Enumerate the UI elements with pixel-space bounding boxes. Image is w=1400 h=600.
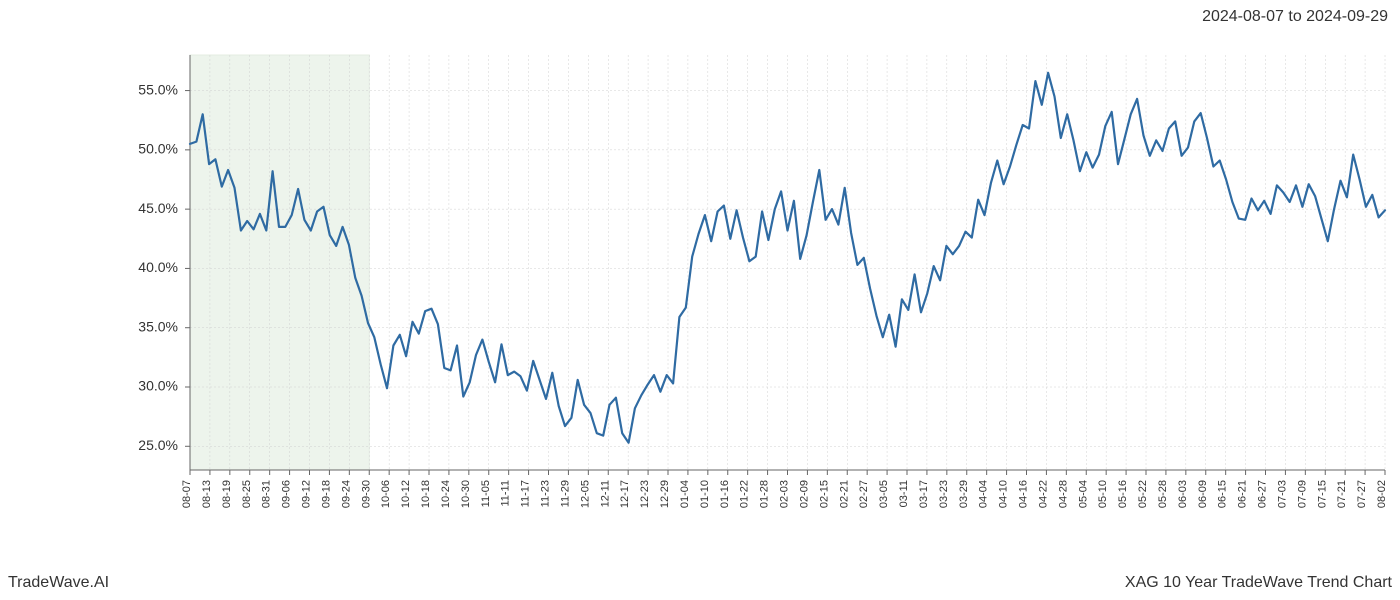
x-tick-label: 08-13: [201, 480, 213, 508]
x-tick-label: 11-29: [559, 480, 571, 507]
x-tick-label: 01-04: [679, 480, 691, 508]
x-tick-label: 11-11: [500, 480, 512, 507]
x-tick-label: 06-27: [1257, 480, 1269, 508]
x-tick-label: 10-18: [420, 480, 432, 508]
y-tick-label: 30.0%: [138, 378, 178, 394]
date-range-label: 2024-08-07 to 2024-09-29: [1202, 8, 1388, 26]
x-tick-label: 02-03: [779, 480, 791, 508]
x-tick-label: 11-23: [540, 480, 552, 507]
x-tick-label: 03-17: [918, 480, 930, 508]
x-tick-label: 07-15: [1316, 480, 1328, 508]
x-tick-label: 05-22: [1137, 480, 1149, 508]
highlight-band: [190, 55, 369, 470]
x-tick-label: 03-11: [898, 480, 910, 507]
y-tick-label: 50.0%: [138, 141, 178, 157]
x-tick-label: 01-10: [699, 480, 711, 508]
x-tick-label: 08-02: [1376, 480, 1388, 508]
x-tick-label: 07-21: [1336, 480, 1348, 508]
x-tick-label: 03-05: [878, 480, 890, 508]
x-tick-label: 08-31: [261, 480, 273, 508]
x-tick-label: 10-30: [460, 480, 472, 508]
x-tick-label: 02-21: [838, 480, 850, 508]
x-tick-label: 04-04: [978, 480, 990, 508]
x-tick-label: 12-23: [639, 480, 651, 508]
x-tick-label: 05-28: [1157, 480, 1169, 508]
x-tick-label: 01-22: [739, 480, 751, 508]
x-tick-label: 02-09: [798, 480, 810, 508]
x-tick-label: 11-17: [520, 480, 532, 507]
x-tick-label: 08-25: [241, 480, 253, 508]
x-tick-label: 06-15: [1217, 480, 1229, 508]
x-tick-label: 09-30: [360, 480, 372, 508]
x-tick-label: 09-24: [340, 480, 352, 508]
y-tick-label: 35.0%: [138, 318, 178, 334]
x-tick-label: 08-07: [181, 480, 193, 508]
y-tick-label: 25.0%: [138, 437, 178, 453]
x-tick-label: 07-27: [1356, 480, 1368, 508]
x-tick-label: 04-28: [1057, 480, 1069, 508]
x-tick-label: 02-15: [818, 480, 830, 508]
x-tick-label: 07-03: [1276, 480, 1288, 508]
x-tick-label: 04-16: [1018, 480, 1030, 508]
x-tick-label: 10-24: [440, 480, 452, 508]
x-tick-label: 06-21: [1237, 480, 1249, 508]
x-tick-label: 01-16: [719, 480, 731, 508]
x-tick-label: 09-12: [301, 480, 313, 508]
x-tick-label: 09-18: [320, 480, 332, 508]
chart-title: XAG 10 Year TradeWave Trend Chart: [1125, 574, 1392, 592]
x-tick-label: 05-16: [1117, 480, 1129, 508]
x-tick-label: 07-09: [1296, 480, 1308, 508]
x-tick-label: 10-06: [380, 480, 392, 508]
y-tick-label: 45.0%: [138, 200, 178, 216]
x-tick-label: 10-12: [400, 480, 412, 508]
x-tick-label: 04-10: [998, 480, 1010, 508]
x-tick-label: 12-29: [659, 480, 671, 508]
x-tick-label: 09-06: [281, 480, 293, 508]
x-tick-label: 08-19: [221, 480, 233, 508]
brand-label: TradeWave.AI: [8, 574, 109, 592]
x-tick-label: 12-05: [579, 480, 591, 508]
x-tick-label: 05-04: [1077, 480, 1089, 508]
x-tick-label: 05-10: [1097, 480, 1109, 508]
x-tick-label: 12-17: [619, 480, 631, 508]
x-tick-label: 04-22: [1037, 480, 1049, 508]
x-tick-label: 06-03: [1177, 480, 1189, 508]
chart-container: 2024-08-07 to 2024-09-29 25.0% 30.0% 35.0%…: [0, 0, 1400, 600]
x-tick-label: 02-27: [858, 480, 870, 508]
x-tick-label: 06-09: [1197, 480, 1209, 508]
x-tick-label: 01-28: [759, 480, 771, 508]
x-tick-label: 03-23: [938, 480, 950, 508]
x-tick-label: 12-11: [599, 480, 611, 507]
line-chart: 25.0% 30.0% 35.0% 40.0% 45.0% 50.0% 55.0% 08-07…: [0, 0, 1400, 600]
x-tick-label: 03-29: [958, 480, 970, 508]
y-tick-label: 55.0%: [138, 81, 178, 97]
y-tick-label: 40.0%: [138, 259, 178, 275]
x-tick-label: 11-05: [480, 480, 492, 507]
